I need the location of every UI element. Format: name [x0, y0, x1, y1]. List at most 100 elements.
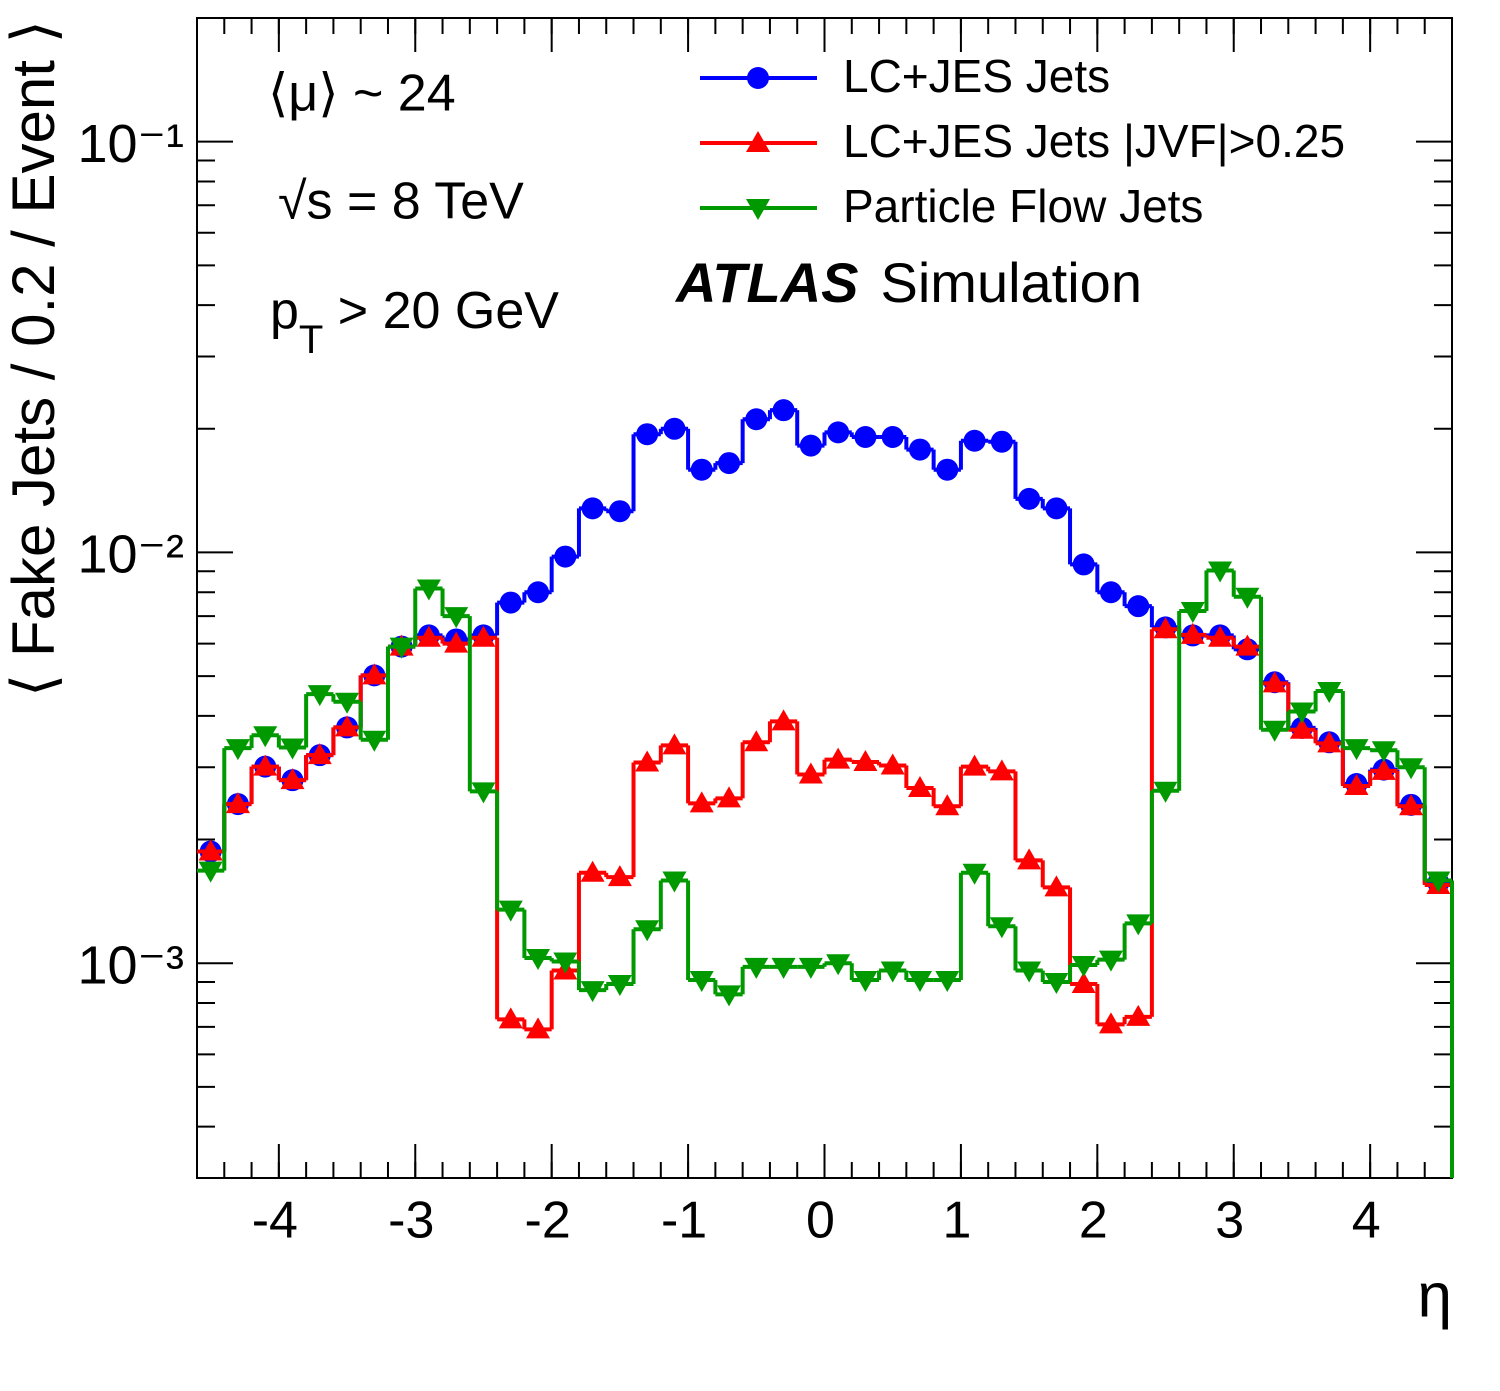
y-tick-label: 10⁻² [77, 525, 184, 585]
legend-marker [746, 131, 770, 152]
marker [444, 631, 469, 653]
pt-annotation: pT > 20 GeV [270, 282, 559, 362]
marker [225, 792, 250, 814]
marker [471, 625, 496, 647]
marker [526, 1017, 551, 1039]
marker [1044, 875, 1069, 897]
marker [280, 738, 305, 760]
marker [1262, 671, 1287, 693]
marker [1371, 741, 1396, 763]
marker [416, 579, 441, 601]
marker [362, 663, 387, 685]
x-tick-label: -1 [661, 1192, 707, 1250]
marker [1044, 973, 1069, 995]
marker [636, 423, 659, 446]
marker [362, 730, 387, 752]
marker [799, 434, 822, 457]
marker [989, 917, 1014, 939]
legend-label: LC+JES Jets [843, 50, 1110, 102]
marker [1289, 717, 1314, 739]
marker [198, 861, 223, 883]
marker [580, 981, 605, 1003]
marker [745, 408, 768, 431]
marker [689, 971, 714, 993]
marker [253, 726, 278, 748]
marker [908, 438, 931, 461]
marker [718, 452, 741, 475]
marker [416, 625, 441, 647]
plot-frame [196, 17, 1453, 1179]
marker [1289, 702, 1314, 724]
x-tick-label: 4 [1352, 1192, 1381, 1250]
marker [498, 900, 523, 922]
marker [854, 425, 877, 448]
marker [1371, 758, 1396, 780]
marker [1399, 794, 1424, 816]
marker [1045, 497, 1068, 520]
marker [1262, 720, 1287, 742]
pt-base: p [270, 282, 299, 340]
marker [1235, 587, 1260, 609]
marker [1180, 602, 1205, 624]
marker [744, 730, 769, 752]
marker [798, 762, 823, 784]
marker [1344, 774, 1369, 796]
marker [389, 637, 414, 659]
marker [527, 581, 550, 604]
marker [1399, 758, 1424, 780]
x-tick-label: 3 [1215, 1192, 1244, 1250]
marker [989, 759, 1014, 781]
marker [772, 399, 795, 422]
marker [826, 747, 851, 769]
marker [607, 865, 632, 887]
marker [907, 971, 932, 993]
marker [1180, 622, 1205, 644]
x-tick-label: 2 [1079, 1192, 1108, 1250]
y-axis-label: ⟨ Fake Jets / 0.2 / Event ⟩ [0, 20, 67, 697]
experiment-status: Simulation [881, 251, 1142, 314]
marker [554, 545, 577, 568]
legend-label: LC+JES Jets |JVF|>0.25 [843, 115, 1345, 167]
experiment: ATLAS [674, 251, 859, 314]
marker [880, 961, 905, 983]
marker [689, 791, 714, 813]
marker [1126, 914, 1151, 936]
marker [662, 733, 687, 755]
marker [580, 860, 605, 882]
marker [880, 753, 905, 775]
marker [962, 863, 987, 885]
marker [1017, 961, 1042, 983]
marker [662, 871, 687, 893]
marker [1072, 553, 1095, 576]
marker [471, 782, 496, 804]
marker [635, 920, 660, 942]
marker [635, 750, 660, 772]
marker [717, 985, 742, 1007]
experiment-label: ATLAS Simulation [674, 251, 1142, 314]
marker [526, 948, 551, 970]
x-tick-label: -3 [388, 1192, 434, 1250]
legend: LC+JES Jets LC+JES Jets |JVF|>0.25 Particl… [700, 50, 1345, 232]
x-axis-label: η [1418, 1261, 1452, 1330]
marker [907, 776, 932, 798]
marker [827, 421, 850, 444]
marker [963, 429, 986, 452]
annotation: ⟨μ⟩ ~ 24 [268, 65, 456, 123]
x-tick-label: 0 [806, 1192, 835, 1250]
y-tick-label: 10⁻³ [77, 935, 184, 995]
marker [1153, 781, 1178, 803]
marker [1235, 634, 1260, 656]
marker [771, 957, 796, 979]
legend-marker [746, 199, 770, 220]
legend-label: Particle Flow Jets [843, 180, 1203, 232]
marker [798, 957, 823, 979]
marker [198, 839, 223, 861]
marker [663, 417, 686, 440]
marker [1071, 972, 1096, 994]
marker [1098, 1012, 1123, 1034]
y-tick-label: 10⁻¹ [77, 114, 184, 174]
series [197, 617, 1454, 1178]
marker [936, 458, 959, 481]
